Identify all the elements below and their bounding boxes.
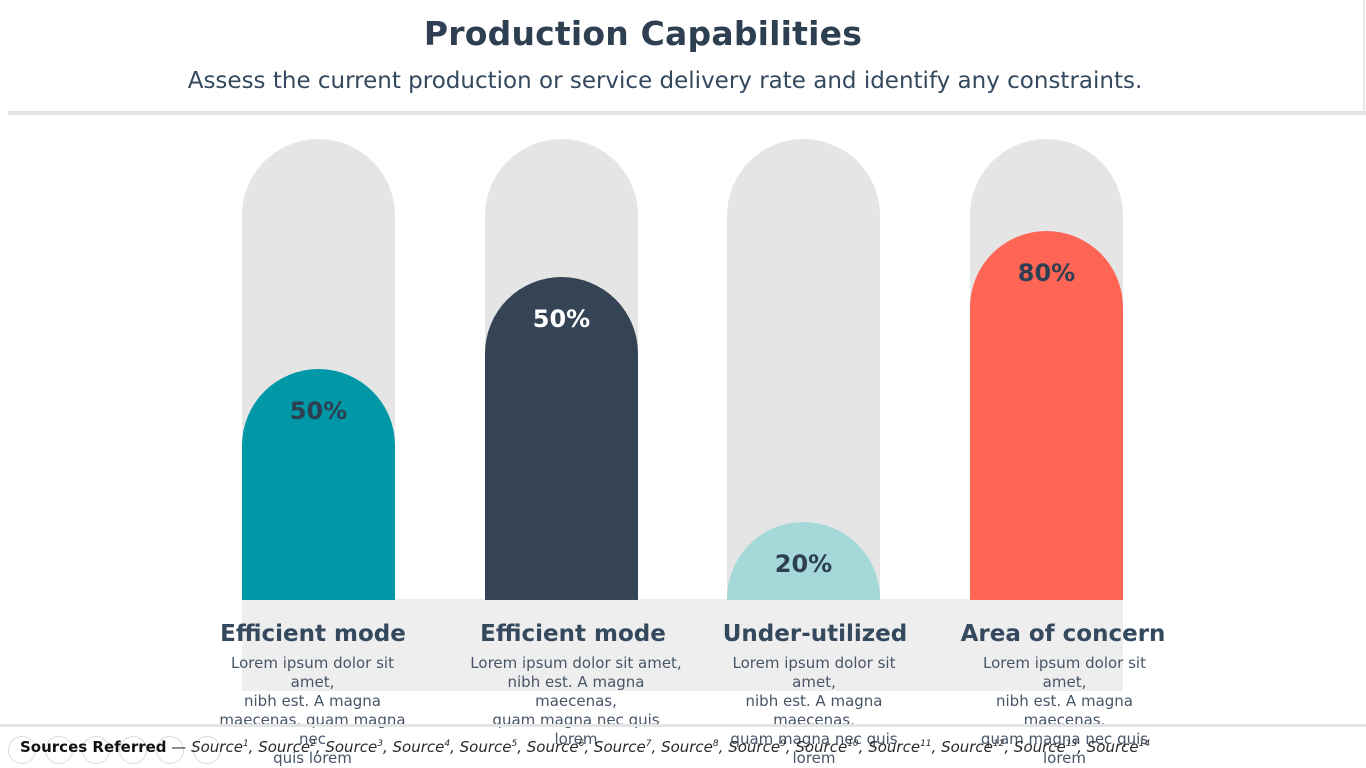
- bar-track-3: 20%: [727, 139, 880, 600]
- bar-title: Efficient mode: [220, 621, 406, 647]
- toolbar-circle: [82, 736, 110, 764]
- description-line: nibh est. A magna: [244, 692, 381, 710]
- footer-divider: [0, 724, 1366, 727]
- bars-base-panel: [242, 599, 1123, 691]
- bar-track-4: 80%: [970, 139, 1123, 600]
- source-item: Source1,: [191, 738, 259, 756]
- description-line: quis lorem: [273, 749, 352, 767]
- bar-description: Lorem ipsum dolor sit amet, nibh est. A m…: [709, 654, 919, 768]
- source-item: Source7,: [593, 738, 662, 756]
- description-line: quam magna nec quis lorem: [980, 730, 1149, 767]
- description-line: Lorem ipsum dolor sit amet,: [983, 654, 1146, 691]
- bar-description: Lorem ipsum dolor sit amet, nibh est. A m…: [959, 654, 1170, 768]
- toolbar-circle: [8, 736, 36, 764]
- description-line: Lorem ipsum dolor sit amet,: [470, 654, 682, 672]
- header-divider: [8, 111, 1366, 115]
- bar-fill-2: [485, 277, 638, 600]
- bar-track-2: 50%: [485, 139, 638, 600]
- sources-separator: —: [166, 738, 192, 756]
- bar-title: Under-utilized: [722, 621, 908, 647]
- bar-title: Area of concern: [960, 621, 1166, 647]
- description-line: nibh est. A magna maecenas,: [507, 673, 645, 710]
- bar-percent-label: 50%: [289, 397, 348, 425]
- toolbar-circle: [45, 736, 73, 764]
- source-item: Source13,: [1013, 738, 1087, 756]
- bar-track-1: 50%: [242, 139, 395, 600]
- description-line: quam magna nec quis lorem: [730, 730, 898, 767]
- source-item: Source9,: [728, 738, 796, 756]
- bar-percent-label: 80%: [1017, 259, 1076, 287]
- source-item: Source12,: [941, 738, 1014, 756]
- source-item: Source2,: [258, 738, 326, 756]
- bar-percent-label: 50%: [532, 305, 591, 333]
- sources-heading: Sources Referred: [20, 738, 167, 756]
- toolbar-circle: [156, 736, 184, 764]
- description-line: Lorem ipsum dolor sit amet,: [732, 654, 896, 691]
- source-item: Source11,: [868, 738, 942, 756]
- page-title: Production Capabilities: [423, 14, 863, 53]
- right-edge-divider: [1363, 0, 1365, 112]
- source-item: Source14: [1086, 738, 1151, 756]
- source-item: Source6,: [526, 738, 594, 756]
- source-item: Source8,: [661, 738, 729, 756]
- toolbar-circle: [119, 736, 147, 764]
- sources-footer: Sources Referred — Source1, Source2, Sou…: [20, 738, 1150, 756]
- source-item: Source5,: [459, 738, 527, 756]
- description-line: Lorem ipsum dolor sit amet,: [231, 654, 394, 691]
- source-item: Source4,: [392, 738, 460, 756]
- bar-title: Efficient mode: [480, 621, 666, 647]
- sources-list: Source1, Source2, Source3, Source4, Sour…: [191, 738, 1150, 756]
- bar-fill-1: [242, 369, 395, 600]
- bar-fill-4: [970, 231, 1123, 600]
- bar-description: Lorem ipsum dolor sit amet, nibh est. A m…: [470, 654, 682, 749]
- bar-percent-label: 20%: [774, 550, 833, 578]
- source-item: Source3,: [325, 738, 393, 756]
- toolbar-circle: [193, 736, 221, 764]
- source-item: Source10,: [795, 738, 869, 756]
- page-subtitle: Assess the current production or service…: [187, 68, 1143, 94]
